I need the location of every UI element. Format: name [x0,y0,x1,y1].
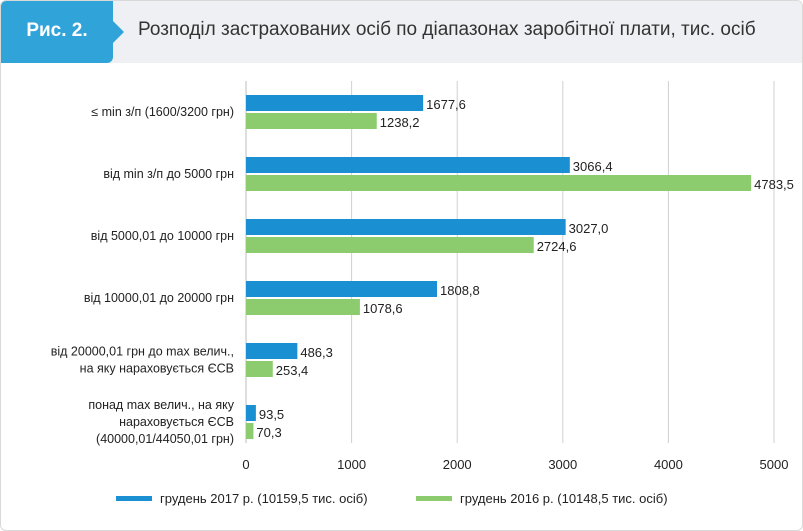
x-tick-label: 0 [242,457,249,472]
category-label: ≤ min з/п (1600/3200 грн) [91,105,234,119]
x-tick-label: 3000 [548,457,577,472]
figure-label: Рис. 2. [26,20,88,41]
category-label: понад max велич., на яку [88,398,234,412]
badge-arrow [113,21,124,43]
data-label: 3066,4 [573,159,613,174]
bar [246,175,752,191]
figure-badge: Рис. 2. [1,1,113,63]
category-label: нараховується ЄСВ [119,415,234,429]
data-label: 253,4 [276,363,309,378]
data-label: 1078,6 [363,301,403,316]
legend-label: грудень 2017 р. (10159,5 тис. осіб) [160,491,368,506]
data-label: 486,3 [300,345,333,360]
bar [246,219,566,235]
category-label: від min з/п до 5000 грн [103,167,234,181]
data-label: 2724,6 [537,239,577,254]
data-label: 70,3 [256,425,281,440]
category-label: від 20000,01 грн до max велич., [51,345,234,359]
bar [246,343,298,359]
x-tick-label: 5000 [760,457,789,472]
data-label: 4783,5 [754,177,794,192]
data-label: 1677,6 [426,97,466,112]
bar [246,95,424,111]
x-tick-label: 2000 [443,457,472,472]
legend-label: грудень 2016 р. (10148,5 тис. осіб) [460,491,668,506]
legend-swatch [416,496,452,501]
category-label: на яку нараховується ЄСВ [80,362,234,376]
data-label: 1238,2 [380,115,420,130]
bar [246,157,570,173]
bar [246,237,534,253]
bar [246,405,256,421]
bar [246,423,254,439]
data-label: 93,5 [259,407,284,422]
data-label: 1808,8 [440,283,480,298]
category-label: (40000,01/44050,01 грн) [96,432,234,446]
chart-title: Розподіл застрахованих осіб по діапазона… [138,19,756,40]
category-label: від 5000,01 до 10000 грн [91,229,234,243]
bar [246,113,377,129]
bar [246,281,438,297]
legend-swatch [116,496,152,501]
x-tick-label: 4000 [654,457,683,472]
bar [246,299,360,315]
bar [246,361,273,377]
figure-header: Рис. 2. Розподіл застрахованих осіб по д… [1,1,802,63]
data-label: 3027,0 [569,221,609,236]
category-label: від 10000,01 до 20000 грн [84,291,234,305]
x-tick-label: 1000 [337,457,366,472]
